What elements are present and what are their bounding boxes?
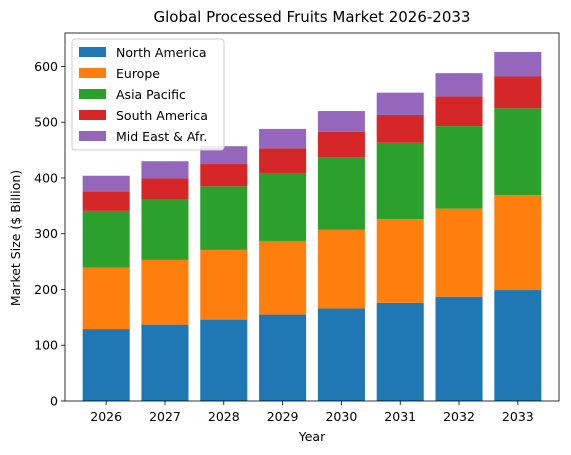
y-tick-label: 400	[34, 170, 58, 185]
legend-swatch-4	[79, 131, 106, 141]
bar-2026-series-3	[82, 191, 130, 211]
bar-2028-series-2	[200, 186, 248, 250]
bar-2031-series-3	[376, 114, 424, 143]
bar-2031-series-4	[376, 92, 424, 115]
y-tick-label: 500	[34, 115, 58, 130]
y-tick-label: 0	[50, 394, 58, 409]
bar-2033-series-1	[494, 195, 542, 291]
y-tick-label: 100	[34, 338, 58, 353]
y-tick-label: 300	[34, 226, 58, 241]
bar-2032-series-4	[435, 73, 483, 97]
bar-2031-series-2	[376, 142, 424, 220]
bar-2033-series-3	[494, 76, 542, 109]
legend-swatch-3	[79, 110, 106, 120]
bar-2028-series-1	[200, 249, 248, 320]
bar-2030-series-4	[317, 111, 365, 132]
bar-2027-series-2	[141, 199, 189, 260]
y-axis-label: Market Size ($ Billion)	[8, 170, 23, 306]
bar-2032-series-1	[435, 208, 483, 297]
x-tick-label: 2029	[267, 409, 299, 424]
bar-2030-series-3	[317, 131, 365, 158]
x-tick-label: 2027	[149, 409, 181, 424]
bar-2027-series-3	[141, 178, 189, 200]
bar-2033-series-2	[494, 108, 542, 196]
bars-group	[82, 51, 542, 401]
axes-group: 0 100 200 300 400 500 600 2026 2027 2028 2029 2030 2…	[34, 32, 560, 424]
bar-2029-series-0	[259, 314, 307, 401]
chart-title: Global Processed Fruits Market 2026-2033	[154, 8, 471, 26]
bar-2029-series-4	[259, 128, 307, 149]
legend: North America Europe Asia Pacific South Ame…	[71, 38, 225, 151]
x-axis-label: Year	[298, 429, 326, 444]
y-tick-label: 200	[34, 282, 58, 297]
bar-2027-series-1	[141, 259, 189, 325]
bar-2030-series-1	[317, 229, 365, 309]
bar-2029-series-1	[259, 240, 307, 315]
x-tick-label: 2033	[502, 409, 534, 424]
bar-2033-series-0	[494, 290, 542, 401]
x-tick-label: 2030	[325, 409, 357, 424]
legend-label-1: Europe	[116, 66, 160, 81]
x-tick-label: 2028	[208, 409, 240, 424]
bar-2028-series-4	[200, 146, 248, 165]
bar-2027-series-0	[141, 324, 189, 401]
plot-frame	[64, 32, 560, 402]
legend-label-0: North America	[116, 45, 207, 60]
legend-swatch-1	[79, 68, 106, 78]
bar-2027-series-4	[141, 161, 189, 179]
legend-swatch-0	[79, 47, 106, 57]
bar-2026-series-0	[82, 329, 130, 401]
bar-2029-series-2	[259, 172, 307, 241]
legend-swatch-2	[79, 89, 106, 99]
bar-2030-series-0	[317, 308, 365, 401]
bar-2026-series-2	[82, 210, 130, 268]
bar-2028-series-3	[200, 164, 248, 187]
legend-label-3: South America	[116, 108, 208, 123]
bar-2031-series-0	[376, 302, 424, 401]
bar-2026-series-1	[82, 267, 130, 330]
bar-2028-series-0	[200, 319, 248, 401]
legend-label-4: Mid East & Afr.	[116, 129, 207, 144]
bar-2032-series-0	[435, 296, 483, 401]
x-tick-label: 2026	[90, 409, 122, 424]
bar-2033-series-4	[494, 51, 542, 77]
bar-2032-series-2	[435, 126, 483, 209]
legend-frame	[71, 38, 225, 151]
bar-2032-series-3	[435, 96, 483, 127]
legend-label-2: Asia Pacific	[116, 87, 186, 102]
y-tick-label: 600	[34, 59, 58, 74]
bar-2029-series-3	[259, 148, 307, 173]
bar-2030-series-2	[317, 157, 365, 230]
x-tick-label: 2032	[443, 409, 475, 424]
x-tick-label: 2031	[384, 409, 416, 424]
bar-2031-series-1	[376, 219, 424, 303]
bar-2026-series-4	[82, 175, 130, 192]
